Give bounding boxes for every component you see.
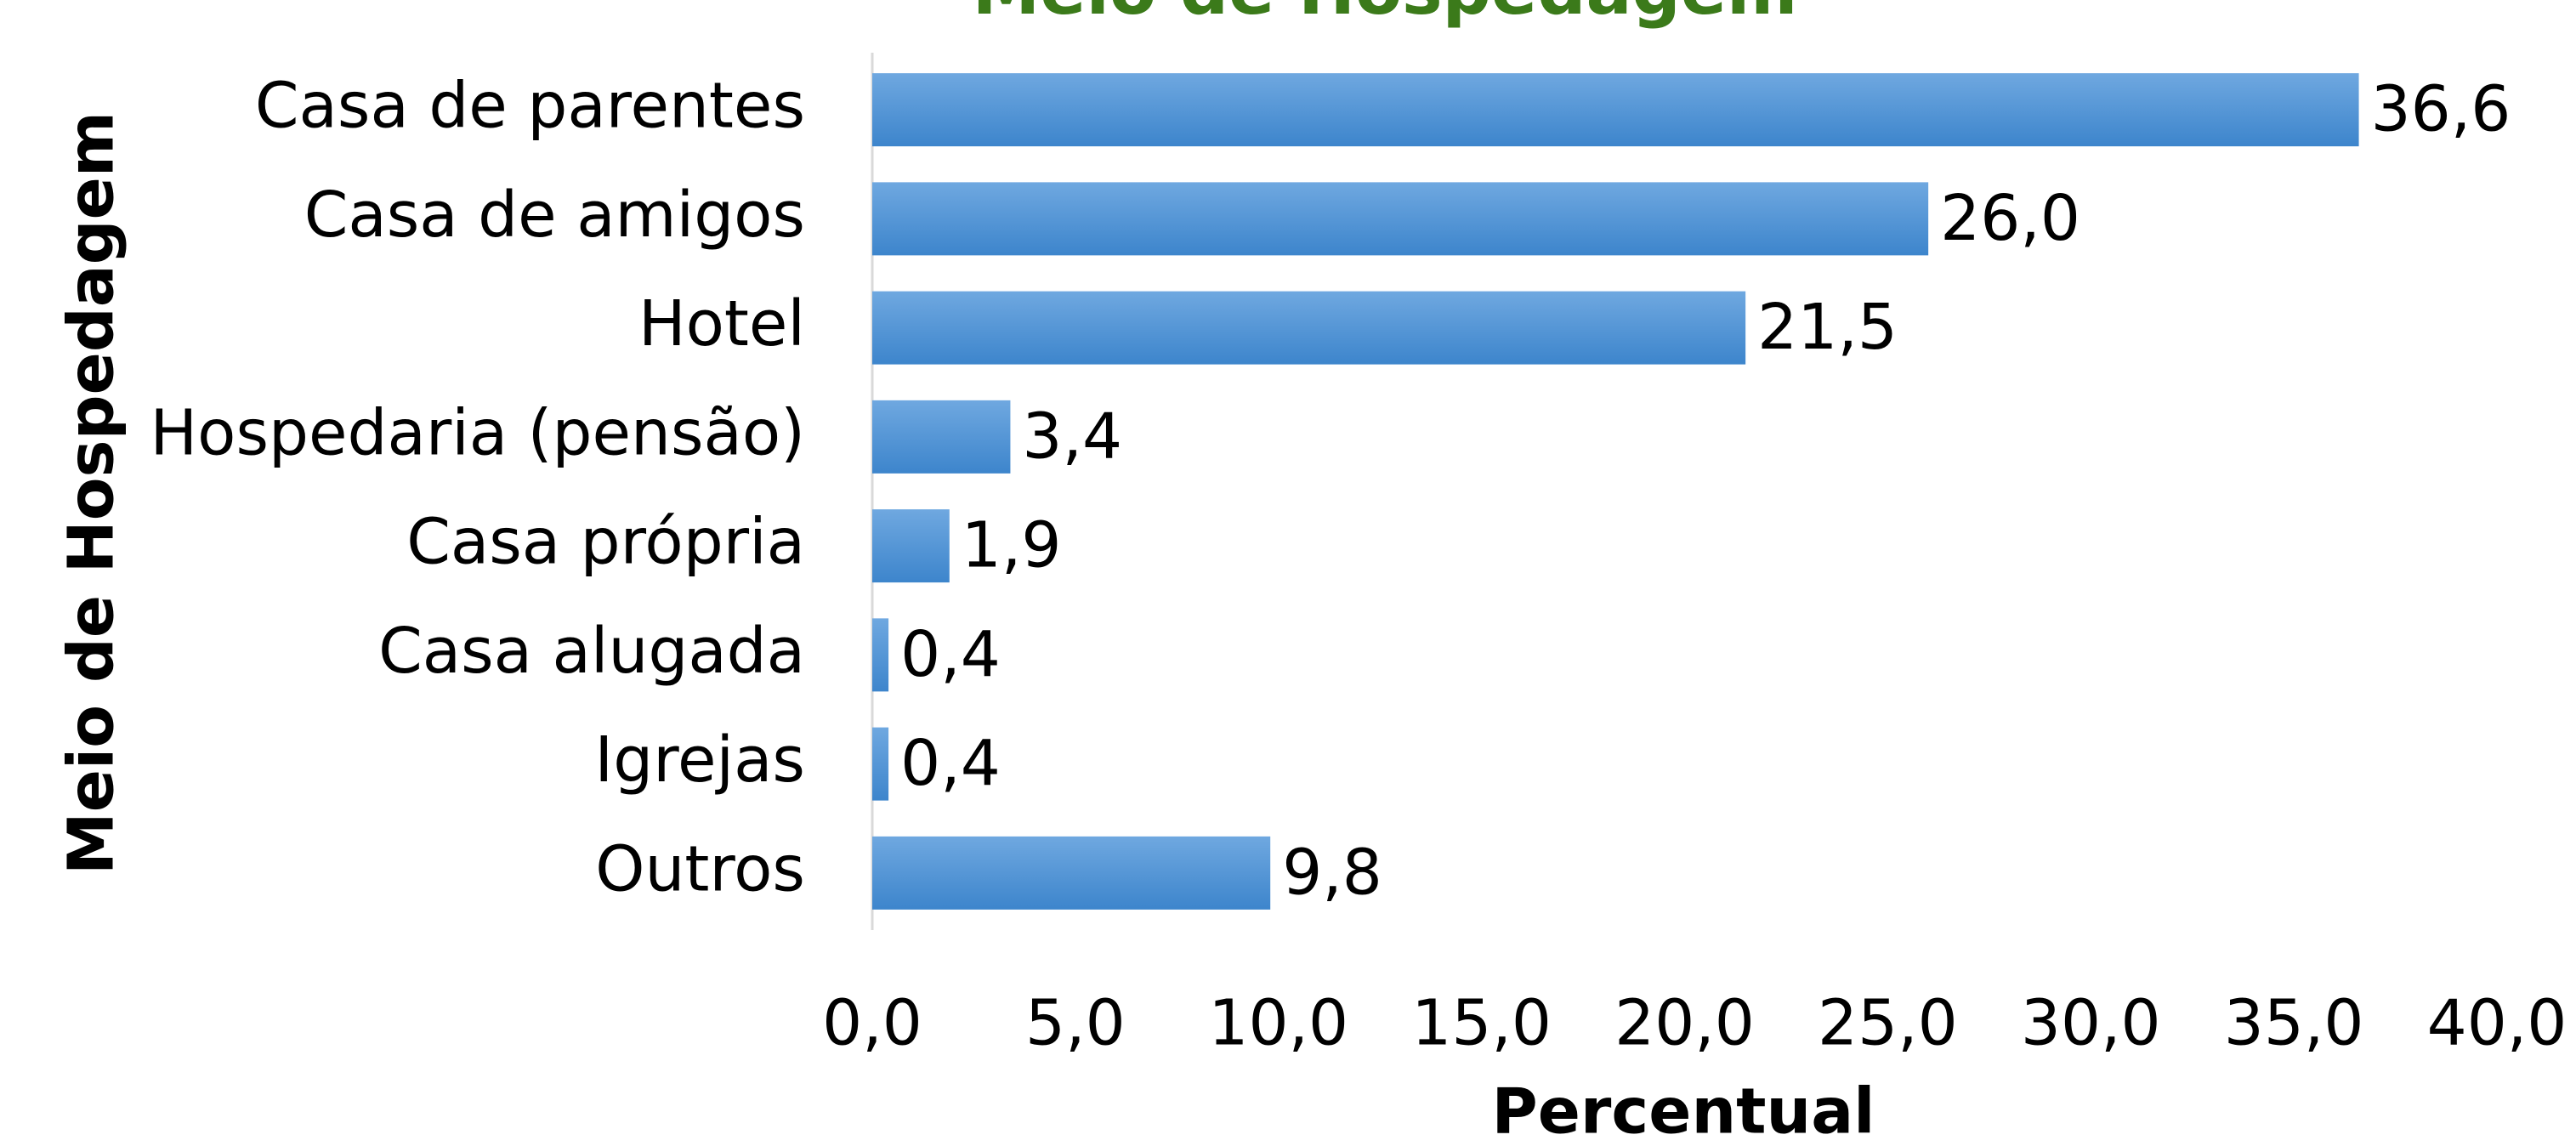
data-label: 26,0 <box>1940 182 2080 255</box>
y-tick-label: Casa própria <box>406 506 805 579</box>
data-label: 0,4 <box>900 618 1001 691</box>
x-tick-label: 0,0 <box>822 987 922 1060</box>
chart-title: Meio de Hospedagem <box>973 0 1798 30</box>
x-tick-label: 10,0 <box>1208 987 1348 1060</box>
x-tick-label: 5,0 <box>1025 987 1126 1060</box>
bar <box>872 727 889 801</box>
x-tick-label: 25,0 <box>1818 987 1958 1060</box>
x-tick-label: 30,0 <box>2021 987 2161 1060</box>
data-label: 0,4 <box>900 727 1001 800</box>
bar <box>872 836 1271 910</box>
y-tick-label: Casa de parentes <box>255 70 805 143</box>
data-label: 36,6 <box>2371 73 2511 146</box>
y-tick-label: Casa de amigos <box>304 179 805 252</box>
y-tick-label: Hospedaria (pensão) <box>150 396 805 469</box>
y-tick-label: Hotel <box>638 287 805 360</box>
x-tick-label: 20,0 <box>1614 987 1755 1060</box>
x-axis-title: Percentual <box>1491 1075 1875 1146</box>
bar <box>872 509 950 583</box>
bar <box>872 73 2359 147</box>
data-label: 9,8 <box>1282 836 1382 909</box>
y-axis-title: Meio de Hospedagem <box>55 111 128 875</box>
data-label: 21,5 <box>1757 291 1898 364</box>
data-label: 3,4 <box>1022 400 1122 473</box>
bar <box>872 291 1746 365</box>
bar <box>872 400 1011 474</box>
x-tick-label: 35,0 <box>2224 987 2364 1060</box>
data-label: 1,9 <box>962 509 1062 582</box>
bar <box>872 618 889 692</box>
x-tick-label: 15,0 <box>1411 987 1552 1060</box>
y-tick-label: Casa alugada <box>378 615 805 688</box>
y-tick-label: Outros <box>595 832 805 905</box>
y-tick-label: Igrejas <box>594 723 805 797</box>
x-tick-label: 40,0 <box>2427 987 2567 1060</box>
bar <box>872 182 1929 256</box>
